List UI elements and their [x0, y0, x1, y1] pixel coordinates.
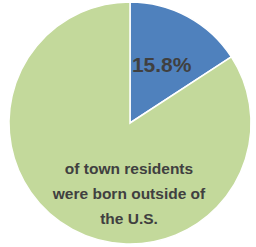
annotation: of town residents were born outside of the…: [52, 160, 206, 227]
annotation-line: of town residents: [65, 160, 193, 177]
annotation-line: were born outside of: [52, 185, 206, 202]
annotation-line: the U.S.: [100, 210, 158, 227]
data-labels: 15.8%: [132, 53, 192, 76]
data-label: 15.8%: [132, 53, 192, 76]
pie: [9, 2, 251, 244]
chart-container: 15.8% of town residents were born outside …: [0, 0, 256, 247]
pie-slice: [9, 2, 251, 244]
chart-svg: 15.8% of town residents were born outside …: [0, 0, 256, 247]
